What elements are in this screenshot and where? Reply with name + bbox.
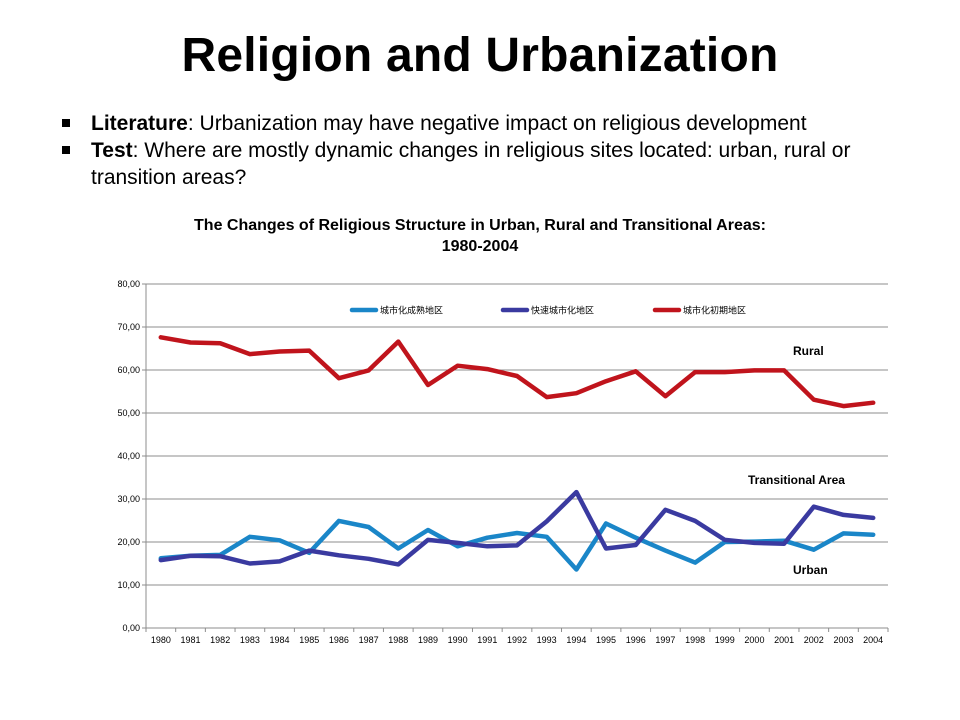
bullet-label: Literature — [91, 112, 188, 135]
x-tick-label: 1988 — [388, 635, 408, 645]
x-tick-label: 1997 — [655, 635, 675, 645]
annotation-rural: Rural — [793, 344, 824, 358]
legend: 城市化成熟地区 快速城市化地区 城市化初期地区 — [349, 305, 746, 317]
slide-title: Religion and Urbanization — [181, 29, 779, 82]
x-tick-label: 1982 — [210, 635, 230, 645]
chart-title-line1: The Changes of Religious Structure in Ur… — [194, 217, 766, 234]
axes: 0,00 10,00 20,00 30,00 40,00 50,00 60,00 70,00 8… — [117, 279, 889, 645]
annotations: Rural Transitional Area Urban — [748, 344, 845, 577]
bullet-item-literature: Literature: Urbanization may have negati… — [58, 110, 918, 137]
x-tick-label: 1981 — [181, 635, 201, 645]
bullet-square-icon — [62, 146, 70, 154]
y-tick-label: 50,00 — [117, 408, 140, 418]
x-tick-label: 1993 — [537, 635, 557, 645]
x-tick-label: 1990 — [448, 635, 468, 645]
legend-label: 城市化成熟地区 — [380, 305, 443, 317]
bullet-square-icon — [62, 119, 70, 127]
x-tick-label: 2003 — [833, 635, 853, 645]
x-tick-label: 1992 — [507, 635, 527, 645]
y-tick-label: 80,00 — [117, 279, 140, 289]
series-line-2 — [158, 489, 876, 567]
chart-title-line2: 1980-2004 — [441, 238, 519, 255]
y-tick-label: 30,00 — [117, 494, 140, 504]
x-tick-label: 1991 — [477, 635, 497, 645]
chart-title: The Changes of Religious Structure in Ur… — [0, 215, 960, 257]
x-tick-label: 2004 — [863, 635, 883, 645]
y-tick-label: 0,00 — [122, 623, 140, 633]
x-tick-label: 1984 — [270, 635, 290, 645]
x-tick-label: 1980 — [151, 635, 171, 645]
x-tick-label: 2002 — [804, 635, 824, 645]
x-tick-label: 1989 — [418, 635, 438, 645]
x-tick-label: 1999 — [715, 635, 735, 645]
y-tick-label: 20,00 — [117, 537, 140, 547]
x-tick-label: 1986 — [329, 635, 349, 645]
legend-label: 城市化初期地区 — [683, 305, 746, 317]
x-tick-label: 1985 — [299, 635, 319, 645]
annotation-urban: Urban — [793, 563, 828, 577]
legend-label: 快速城市化地区 — [531, 305, 594, 317]
y-tick-label: 10,00 — [117, 580, 140, 590]
y-tick-label: 40,00 — [117, 451, 140, 461]
gridlines — [146, 283, 888, 629]
bullet-text: : Urbanization may have negative impact … — [187, 112, 807, 135]
series-lines — [158, 335, 876, 572]
bullet-label: Test — [91, 139, 133, 162]
bullet-list: Literature: Urbanization may have negati… — [58, 110, 918, 191]
x-tick-label: 1987 — [359, 635, 379, 645]
x-tick-label: 2000 — [744, 635, 764, 645]
x-tick-label: 1996 — [626, 635, 646, 645]
x-tick-label: 1983 — [240, 635, 260, 645]
bullet-item-test: Test: Where are mostly dynamic changes i… — [58, 137, 918, 191]
x-tick-label: 1994 — [566, 635, 586, 645]
bullet-text: : Where are mostly dynamic changes in re… — [91, 139, 851, 189]
y-tick-label: 70,00 — [117, 322, 140, 332]
series-line-3 — [158, 335, 876, 409]
y-tick-label: 60,00 — [117, 365, 140, 375]
annotation-transitional: Transitional Area — [748, 473, 845, 487]
x-tick-label: 2001 — [774, 635, 794, 645]
x-tick-label: 1995 — [596, 635, 616, 645]
x-tick-label: 1998 — [685, 635, 705, 645]
